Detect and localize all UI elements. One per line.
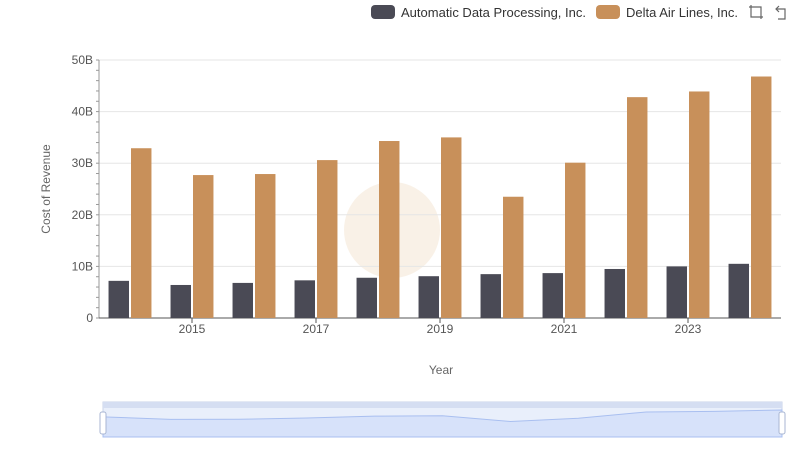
bar-delta-2023[interactable] (689, 91, 710, 318)
x-tick-label: 2021 (551, 322, 578, 336)
legend-swatch-delta (596, 5, 620, 19)
bar-delta-2022[interactable] (627, 97, 648, 318)
bar-delta-2015[interactable] (193, 175, 214, 318)
y-tick-label: 30B (72, 156, 93, 170)
y-tick-label: 40B (72, 105, 93, 119)
bar-adp-2018[interactable] (356, 277, 377, 318)
bar-adp-2017[interactable] (294, 280, 315, 318)
bar-adp-2023[interactable] (666, 266, 687, 318)
legend-swatch-adp (371, 5, 396, 19)
bar-adp-2022[interactable] (604, 268, 625, 318)
bar-adp-2019[interactable] (418, 276, 439, 318)
bar-adp-2016[interactable] (232, 282, 253, 318)
y-tick-label: 0 (86, 311, 93, 325)
bar-adp-2014[interactable] (108, 280, 129, 318)
x-axis-title: Year (429, 363, 453, 377)
legend: Automatic Data Processing, Inc. Delta Ai… (371, 4, 790, 20)
y-tick-label: 50B (72, 53, 93, 67)
bar-adp-2020[interactable] (480, 274, 501, 318)
x-tick-label: 2019 (427, 322, 454, 336)
legend-label-delta: Delta Air Lines, Inc. (626, 4, 738, 20)
zoom-icon[interactable] (748, 4, 764, 20)
bar-delta-2017[interactable] (317, 160, 338, 318)
x-tick-label: 2017 (303, 322, 330, 336)
y-axis-title: Cost of Revenue (39, 144, 53, 234)
bar-adp-2021[interactable] (542, 273, 563, 318)
zoom-drag-bar[interactable] (103, 402, 782, 408)
x-tick-label: 2015 (179, 322, 206, 336)
bar-adp-2024[interactable] (728, 263, 749, 318)
x-tick-label: 2023 (675, 322, 702, 336)
bar-delta-2024[interactable] (751, 76, 772, 319)
bar-delta-2019[interactable] (441, 137, 462, 318)
bar-delta-2020[interactable] (503, 196, 524, 318)
legend-item-adp[interactable]: Automatic Data Processing, Inc. (371, 5, 586, 20)
y-tick-label: 20B (72, 208, 93, 222)
bar-delta-2016[interactable] (255, 174, 276, 318)
zoom-handle-start[interactable] (99, 411, 107, 435)
bar-adp-2015[interactable] (170, 284, 191, 318)
bar-delta-2014[interactable] (131, 148, 152, 318)
restore-icon[interactable] (774, 4, 790, 20)
zoom-handle-end[interactable] (778, 411, 786, 435)
y-tick-label: 10B (72, 259, 93, 273)
bar-delta-2018[interactable] (379, 141, 400, 318)
legend-item-delta[interactable]: Delta Air Lines, Inc. (596, 5, 738, 20)
legend-label-adp: Automatic Data Processing, Inc. (401, 4, 586, 20)
bar-delta-2021[interactable] (565, 162, 586, 318)
